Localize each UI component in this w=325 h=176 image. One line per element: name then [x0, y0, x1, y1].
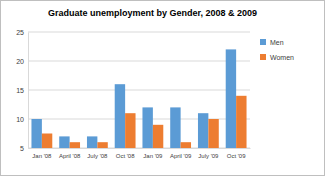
grid-line: [28, 90, 250, 91]
y-tick: 20: [16, 58, 28, 65]
legend-item: Women: [260, 54, 294, 61]
bar: [115, 84, 125, 148]
x-tick: July '08: [87, 148, 108, 159]
y-axis-line: [28, 33, 29, 149]
grid: [28, 32, 250, 148]
bar: [198, 113, 208, 148]
grid-line: [28, 32, 250, 33]
x-tick-label: July '08: [87, 153, 108, 159]
x-axis-line: [29, 148, 251, 149]
y-tick-label: 5: [20, 145, 24, 152]
legend-swatch: [260, 54, 266, 60]
bar: [208, 119, 218, 148]
bar: [97, 142, 107, 148]
chart-svg: Graduate unemployment by Gender, 2008 & …: [0, 0, 325, 176]
y-tick: 10: [16, 116, 28, 123]
chart-container: Graduate unemployment by Gender, 2008 & …: [0, 0, 325, 176]
bar: [181, 142, 191, 148]
bar: [142, 107, 152, 148]
bars: [31, 49, 246, 148]
x-tick-label: Oct '09: [227, 153, 246, 159]
x-tick: April '09: [170, 148, 192, 159]
chart-frame: [1, 1, 325, 176]
y-tick-label: 20: [16, 58, 24, 65]
legend: Men Women: [260, 39, 294, 61]
x-axis: Jan '08 April '08 July '08 Oct '08 Jan '09 Ap…: [29, 148, 251, 159]
x-tick: Oct '08: [116, 148, 135, 159]
bar: [236, 96, 246, 148]
x-tick: Jan '09: [143, 148, 163, 159]
x-tick: July '09: [198, 148, 219, 159]
x-tick: Oct '09: [227, 148, 246, 159]
x-tick-label: April '08: [59, 153, 81, 159]
y-tick: 25: [16, 29, 28, 36]
y-tick-label: 25: [16, 29, 24, 36]
bar-series: [42, 96, 247, 148]
x-tick-label: July '09: [198, 153, 219, 159]
bar: [125, 113, 135, 148]
bar: [87, 136, 97, 148]
y-tick: 15: [16, 87, 28, 94]
x-tick-label: Jan '08: [32, 153, 52, 159]
y-tick-label: 10: [16, 116, 24, 123]
x-tick: April '08: [59, 148, 81, 159]
grid-line: [28, 61, 250, 62]
y-tick-label: 15: [16, 87, 24, 94]
bar: [170, 107, 180, 148]
y-axis: 5 10 15 20 25: [16, 29, 28, 152]
legend-label: Women: [270, 54, 294, 61]
bar: [31, 119, 41, 148]
bar: [42, 134, 52, 149]
y-tick: 5: [20, 145, 28, 152]
x-tick-label: Oct '08: [116, 153, 135, 159]
bar: [70, 142, 80, 148]
bar: [153, 125, 163, 148]
legend-item: Men: [260, 39, 284, 46]
chart-title: Graduate unemployment by Gender, 2008 & …: [48, 8, 257, 18]
bar: [226, 49, 236, 148]
x-tick: Jan '08: [32, 148, 52, 159]
x-tick-label: April '09: [170, 153, 192, 159]
legend-swatch: [260, 39, 266, 45]
legend-label: Men: [270, 39, 284, 46]
x-tick-label: Jan '09: [143, 153, 163, 159]
bar: [59, 136, 69, 148]
bar-series: [31, 49, 236, 148]
plot-area: 5 10 15 20 25 Jan '08 April '08 July '08 Oct '08…: [16, 29, 250, 160]
